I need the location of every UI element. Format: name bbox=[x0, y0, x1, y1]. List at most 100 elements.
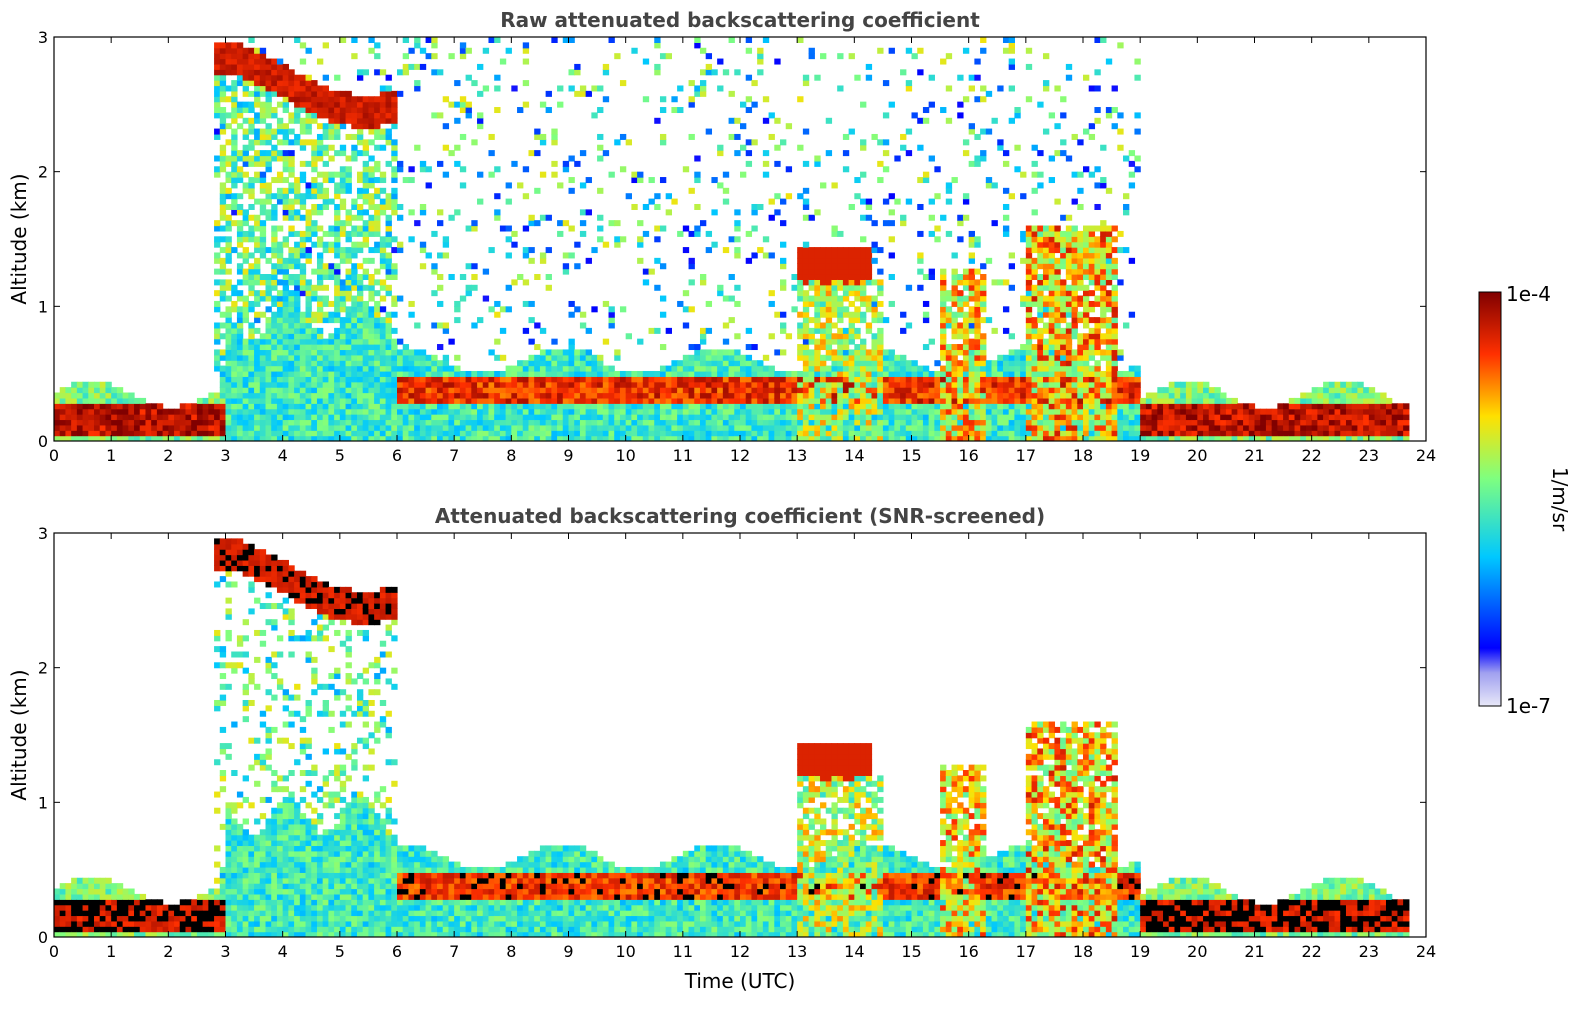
heatmap-cell bbox=[848, 327, 855, 334]
heatmap-cell bbox=[825, 247, 833, 254]
heatmap-cell bbox=[831, 424, 838, 431]
heatmap-cell bbox=[288, 69, 295, 76]
heatmap-cell bbox=[962, 279, 970, 286]
heatmap-cell bbox=[282, 300, 289, 307]
heatmap-cell bbox=[911, 408, 918, 415]
heatmap-cell bbox=[522, 376, 530, 383]
heatmap-cell bbox=[105, 381, 112, 388]
heatmap-cell bbox=[356, 209, 364, 216]
heatmap-cell bbox=[99, 414, 107, 421]
heatmap-cell bbox=[305, 123, 312, 130]
heatmap-cell bbox=[671, 96, 678, 103]
heatmap-cell bbox=[940, 414, 947, 421]
heatmap-cell bbox=[214, 133, 221, 140]
heatmap-cell bbox=[71, 435, 78, 441]
heatmap-cell bbox=[528, 408, 535, 415]
heatmap-cell bbox=[820, 403, 827, 410]
heatmap-cell bbox=[271, 107, 278, 114]
heatmap-cell bbox=[911, 376, 918, 383]
heatmap-cell bbox=[797, 397, 804, 404]
heatmap-cell bbox=[825, 424, 833, 431]
heatmap-cell bbox=[88, 419, 95, 426]
heatmap-cell bbox=[288, 160, 295, 167]
heatmap-cell bbox=[534, 419, 541, 426]
heatmap-cell bbox=[642, 96, 650, 103]
heatmap-cell bbox=[305, 80, 312, 87]
heatmap-cell bbox=[962, 403, 970, 410]
heatmap-cell bbox=[911, 397, 918, 404]
heatmap-cell bbox=[637, 376, 644, 383]
heatmap-cell bbox=[465, 419, 472, 426]
heatmap-cell bbox=[236, 311, 244, 318]
heatmap-cell bbox=[265, 354, 272, 361]
heatmap-cell bbox=[259, 408, 267, 415]
heatmap-cell bbox=[322, 144, 329, 151]
heatmap-cell bbox=[785, 123, 793, 130]
heatmap-cell bbox=[431, 42, 438, 49]
heatmap-cell bbox=[808, 403, 815, 410]
heatmap-cell bbox=[276, 198, 284, 205]
heatmap-cell bbox=[517, 387, 524, 394]
heatmap-cell bbox=[871, 220, 878, 227]
heatmap-cell bbox=[379, 430, 387, 437]
heatmap-cell bbox=[757, 203, 764, 210]
heatmap-cell bbox=[499, 408, 507, 415]
heatmap-cell bbox=[837, 419, 844, 426]
heatmap-cell bbox=[1025, 435, 1033, 441]
heatmap-cell bbox=[860, 252, 867, 259]
heatmap-cell bbox=[345, 424, 352, 431]
heatmap-cell bbox=[568, 344, 575, 351]
heatmap-cell bbox=[562, 424, 570, 431]
heatmap-cell bbox=[391, 247, 398, 254]
heatmap-cell bbox=[717, 419, 724, 426]
heatmap-cell bbox=[762, 376, 770, 383]
heatmap-cell bbox=[134, 414, 141, 421]
heatmap-cell bbox=[242, 257, 249, 264]
heatmap-cell bbox=[379, 177, 387, 184]
heatmap-cell bbox=[997, 144, 1004, 151]
heatmap-cell bbox=[597, 144, 604, 151]
heatmap-cell bbox=[408, 349, 415, 356]
heatmap-cell bbox=[825, 344, 833, 351]
heatmap-cell bbox=[374, 203, 381, 210]
heatmap-cell bbox=[328, 370, 335, 377]
heatmap-cell bbox=[728, 295, 735, 302]
heatmap-cell bbox=[1025, 338, 1033, 345]
heatmap-cell bbox=[259, 392, 267, 399]
heatmap-cell bbox=[677, 376, 684, 383]
heatmap-cell bbox=[236, 107, 244, 114]
heatmap-cell bbox=[614, 387, 621, 394]
heatmap-cell bbox=[328, 198, 335, 205]
heatmap-cell bbox=[362, 306, 370, 313]
heatmap-cell bbox=[968, 338, 975, 345]
heatmap-cell bbox=[254, 225, 261, 232]
heatmap-cell bbox=[431, 430, 438, 437]
heatmap-cell bbox=[917, 257, 924, 264]
heatmap-cell bbox=[688, 257, 695, 264]
heatmap-cell bbox=[608, 311, 615, 318]
heatmap-cell bbox=[391, 268, 398, 275]
heatmap-cell bbox=[442, 381, 450, 388]
heatmap-cell bbox=[831, 230, 838, 237]
heatmap-cell bbox=[225, 203, 232, 210]
heatmap-cell bbox=[608, 370, 615, 377]
heatmap-cell bbox=[699, 430, 707, 437]
heatmap-cell bbox=[276, 247, 284, 254]
heatmap-cell bbox=[791, 387, 798, 394]
heatmap-cell bbox=[111, 408, 118, 415]
heatmap-cell bbox=[225, 311, 232, 318]
heatmap-cell bbox=[316, 203, 324, 210]
heatmap-cell bbox=[328, 268, 335, 275]
heatmap-cell bbox=[785, 166, 793, 173]
heatmap-cell bbox=[276, 354, 284, 361]
heatmap-cell bbox=[694, 155, 701, 162]
heatmap-cell bbox=[985, 365, 993, 372]
heatmap-cell bbox=[259, 247, 267, 254]
heatmap-cell bbox=[940, 290, 947, 297]
heatmap-cell bbox=[1048, 317, 1056, 324]
heatmap-cell bbox=[774, 419, 781, 426]
heatmap-cell bbox=[688, 435, 695, 441]
heatmap-cell bbox=[391, 338, 398, 345]
heatmap-cell bbox=[917, 403, 924, 410]
heatmap-cell bbox=[214, 58, 221, 65]
